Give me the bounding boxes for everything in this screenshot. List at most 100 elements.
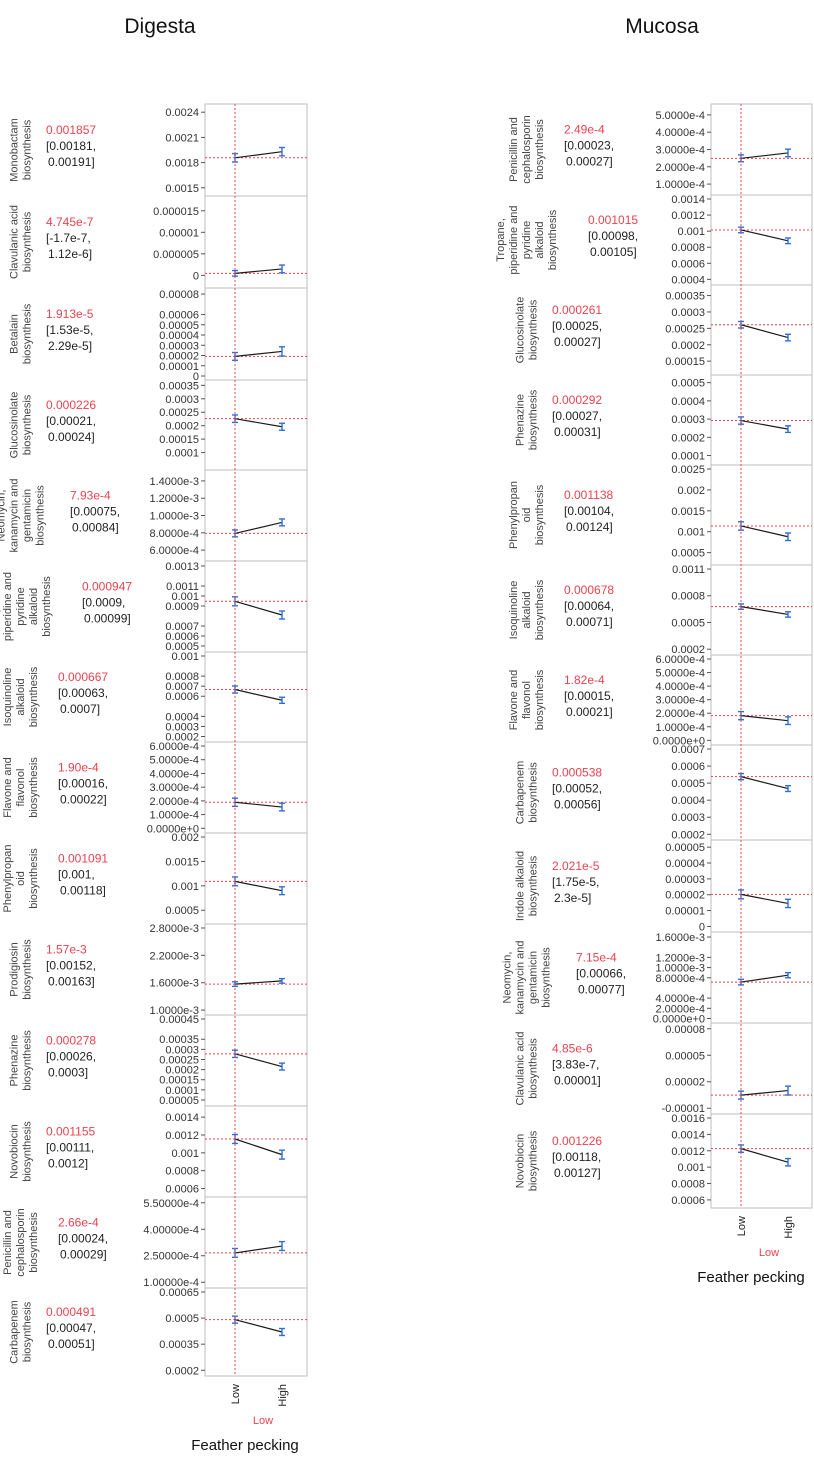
panel-prodigiosin-biosynthesis: 1.0000e-3 1.6000e-3 2.2000e-3 2.8000e-3 Prod… [9, 923, 308, 1017]
row-label-line: biosynthesis [534, 579, 546, 640]
row-label-line: biosynthesis [22, 394, 34, 455]
y-tick-label: 0.00025 [665, 323, 705, 335]
profile-line [234, 880, 283, 892]
y-tick-label: 1.0000e-3 [655, 963, 705, 975]
row-label: Neomycin,kanamycin andgentamicinbiosynth… [0, 479, 47, 553]
column-title: Digesta [124, 15, 196, 38]
row-label: Betalainbiosynthesis [9, 303, 34, 364]
panel-frame [710, 1022, 813, 1115]
confidence-interval-upper: 0.0012] [48, 1157, 88, 1171]
prediction-value: 2.66e-4 [58, 1216, 99, 1230]
panel-frame [204, 923, 308, 1016]
y-tick-label: 0.0002 [165, 1065, 199, 1077]
confidence-interval-lower: [0.00066, [576, 967, 626, 981]
y-tick-label: 2.50000e-4 [143, 1251, 199, 1263]
confidence-interval-upper: 0.00051] [48, 1337, 95, 1351]
y-tick-label: 0.00003 [159, 340, 199, 352]
row-label-line: Isoquinoline [2, 668, 14, 727]
panel-phenylpropan-oid-biosynthesis: 0.0005 0.001 0.0015 0.002 0.0025 Phenylpropan… [508, 464, 813, 566]
row-label-line: oid [15, 871, 27, 886]
panel-frame [204, 560, 308, 653]
y-tick-label: 1.0000e-4 [655, 722, 705, 734]
profile-line [234, 1245, 283, 1254]
errorbar-high [785, 148, 791, 158]
y-tick-label: 0.0003 [671, 812, 705, 824]
panel-betalain-biosynthesis: 00.000010.000020.000030.000040.000050.00… [9, 287, 308, 383]
errorbar-high [279, 1327, 285, 1337]
row-label-line: biosynthesis [28, 666, 40, 727]
y-tick-label: 0.0009 [165, 601, 199, 613]
y-tick-label: 0.0002 [671, 432, 705, 444]
row-label-line: biosynthesis [22, 1301, 34, 1362]
panel-isoquinoline-alkaloid-biosynthesis: 0.0002 0.0005 0.0008 0.0011 Isoquinolinealka… [508, 564, 813, 656]
y-tick-label: 0.0004 [671, 396, 705, 408]
row-label-line: Carbapenem [9, 1300, 21, 1364]
prediction-value: 4.745e-7 [46, 215, 94, 229]
y-tick-label: 8.0000e-4 [655, 973, 705, 985]
column-mucosa: Mucosa1.0000e-42.0000e-43.0000e-44.0000e… [495, 15, 813, 1286]
row-label: Neomycin,kanamycin andgentamicinbiosynth… [502, 941, 553, 1015]
y-tick-label: 0.001 [677, 226, 705, 238]
y-tick-label: 0.00005 [665, 842, 705, 854]
y-tick-label: 0.000015 [153, 206, 199, 218]
confidence-interval-lower: [0.00118, [552, 1150, 601, 1164]
errorbar-high [785, 1157, 791, 1167]
y-tick-label: 0.0003 [165, 394, 199, 406]
panel-frame [710, 839, 813, 933]
y-tick-label: 0.0005 [671, 617, 705, 629]
row-label-line: Prodigiosin [9, 942, 21, 996]
confidence-interval-upper: 0.0003] [48, 1066, 88, 1080]
row-label-line: cephalosporin [15, 1208, 27, 1277]
y-tick-label: 0.0008 [671, 591, 705, 603]
errorbar-high [279, 1149, 285, 1160]
row-label-line: Penicillin and [2, 1210, 14, 1275]
row-label-line: biosynthesis [528, 1038, 540, 1099]
confidence-interval-lower: [0.00047, [46, 1321, 96, 1335]
y-tick-label: 0.0005 [671, 548, 705, 560]
panel-frame [710, 194, 813, 286]
confidence-interval-lower: [3.83e-7, [552, 1058, 599, 1072]
profile-line [234, 1053, 283, 1068]
row-label-line: Betalain [9, 314, 21, 354]
errorbar-high [279, 518, 285, 527]
prediction-value: 0.000278 [46, 1034, 96, 1048]
row-label: Isoquinolinealkaloidbiosynthesis [508, 579, 546, 640]
panel-penicillin-and-cephalosporin-biosynthesis: 1.00000e-4 2.50000e-4 4.00000e-4 5.50000e-4… [2, 1196, 308, 1289]
profile-line [234, 521, 283, 534]
y-tick-label: 0.00001 [159, 227, 199, 239]
row-label-line: biosynthesis [534, 669, 546, 730]
row-label: Glucosinolatebiosynthesis [9, 392, 34, 459]
confidence-interval-upper: 2.3e-5] [554, 891, 591, 905]
y-tick-label: 8.0000e-4 [149, 528, 199, 540]
y-tick-label: 0.00001 [665, 906, 705, 918]
y-tick-label: 0.0016 [671, 1113, 705, 1125]
y-tick-label: 0.00015 [159, 434, 199, 446]
row-label-line: alkaloid [521, 591, 533, 628]
confidence-interval-upper: 0.0007] [60, 702, 100, 716]
panel-frame [710, 1113, 813, 1209]
prediction-value: 0.001138 [564, 488, 613, 502]
profile-line [234, 600, 283, 616]
current-level-label: Low [253, 1415, 273, 1427]
row-label-line: cephalosporin [521, 115, 533, 184]
y-tick-label: 0.0002 [671, 829, 705, 841]
confidence-interval-lower: [0.001, [58, 868, 95, 882]
x-tick-label-low: Low [230, 1384, 242, 1404]
y-tick-label: 4.0000e-4 [655, 127, 705, 139]
y-tick-label: 0.0005 [165, 905, 199, 917]
prediction-value: 0.000226 [46, 398, 96, 412]
y-tick-label: 0.0004 [671, 795, 705, 807]
prediction-value: 0.001015 [588, 213, 638, 227]
panel-frame [204, 1014, 308, 1107]
y-tick-label: 0.00002 [665, 890, 705, 902]
confidence-interval-upper: 0.00021] [566, 705, 613, 719]
y-tick-label: 0.0021 [165, 132, 199, 144]
confidence-interval-lower: [0.00064, [564, 599, 614, 613]
prediction-value: 0.001226 [552, 1134, 602, 1148]
row-label-line: Novobiocin [9, 1124, 21, 1178]
y-tick-label: 0.0008 [671, 242, 705, 254]
profile-line [740, 229, 789, 242]
y-tick-label: 0.0002 [165, 421, 199, 433]
